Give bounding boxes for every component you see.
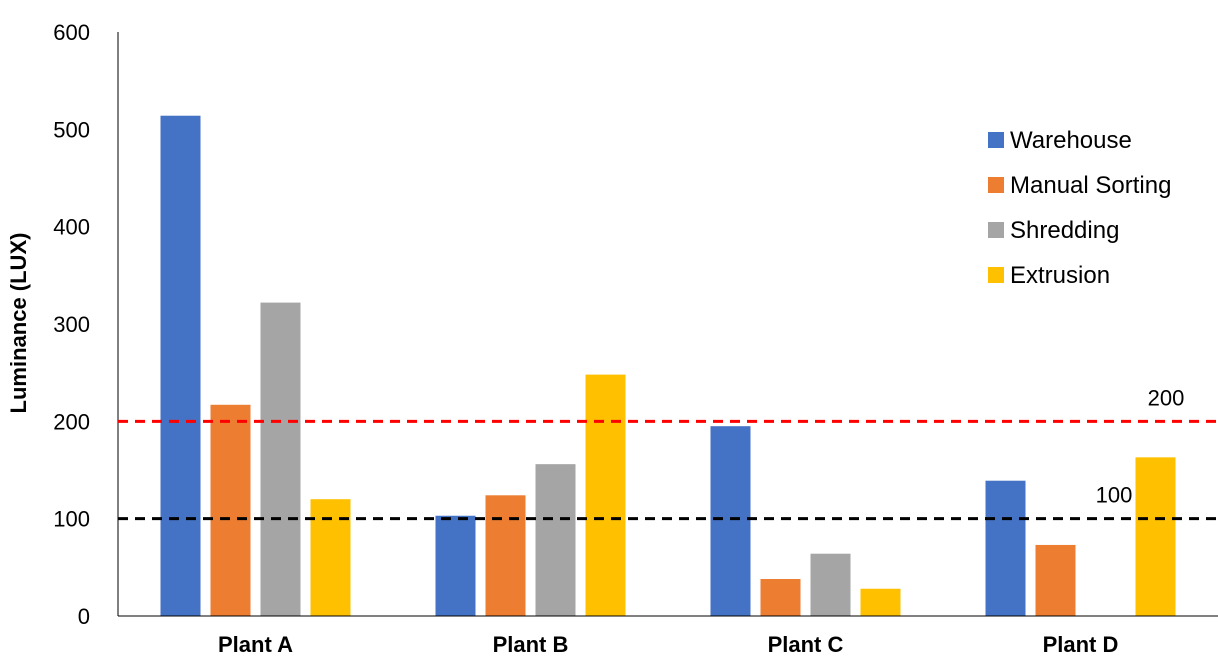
bar-shredding [535,464,576,616]
bar-warehouse [435,515,476,616]
bar-extrusion [1135,457,1176,616]
y-tick-label: 600 [53,20,90,45]
legend-swatch [988,177,1004,193]
legend-label: Shredding [1010,217,1119,244]
bar-warehouse [985,480,1026,616]
y-tick-label: 500 [53,117,90,142]
x-tick-label: Plant A [218,632,293,657]
y-tick-label: 100 [53,507,90,532]
bar-manual-sorting [485,495,526,616]
bar-manual-sorting [760,579,801,616]
y-tick-label: 200 [53,409,90,434]
y-tick-label: 300 [53,312,90,337]
x-tick-label: Plant C [768,632,844,657]
bar-manual-sorting [210,404,251,616]
bar-extrusion [585,374,626,616]
legend-label: Manual Sorting [1010,172,1171,199]
x-tick-label: Plant D [1043,632,1119,657]
legend-label: Extrusion [1010,262,1110,289]
y-tick-label: 400 [53,215,90,240]
x-tick-label: Plant B [493,632,569,657]
reference-line-label: 200 [1148,385,1185,410]
legend-swatch [988,222,1004,238]
reference-line-label: 100 [1096,483,1133,508]
bar-shredding [810,553,851,616]
y-tick-label: 0 [78,604,90,629]
bar-extrusion [860,588,901,616]
legend-swatch [988,267,1004,283]
bar-shredding [260,302,301,616]
bar-warehouse [710,426,751,616]
bar-manual-sorting [1035,544,1076,616]
y-axis-label: Luminance (LUX) [6,233,31,414]
legend-swatch [988,132,1004,148]
bar-warehouse [160,115,201,616]
legend-label: Warehouse [1010,127,1132,154]
bar-extrusion [310,499,351,616]
